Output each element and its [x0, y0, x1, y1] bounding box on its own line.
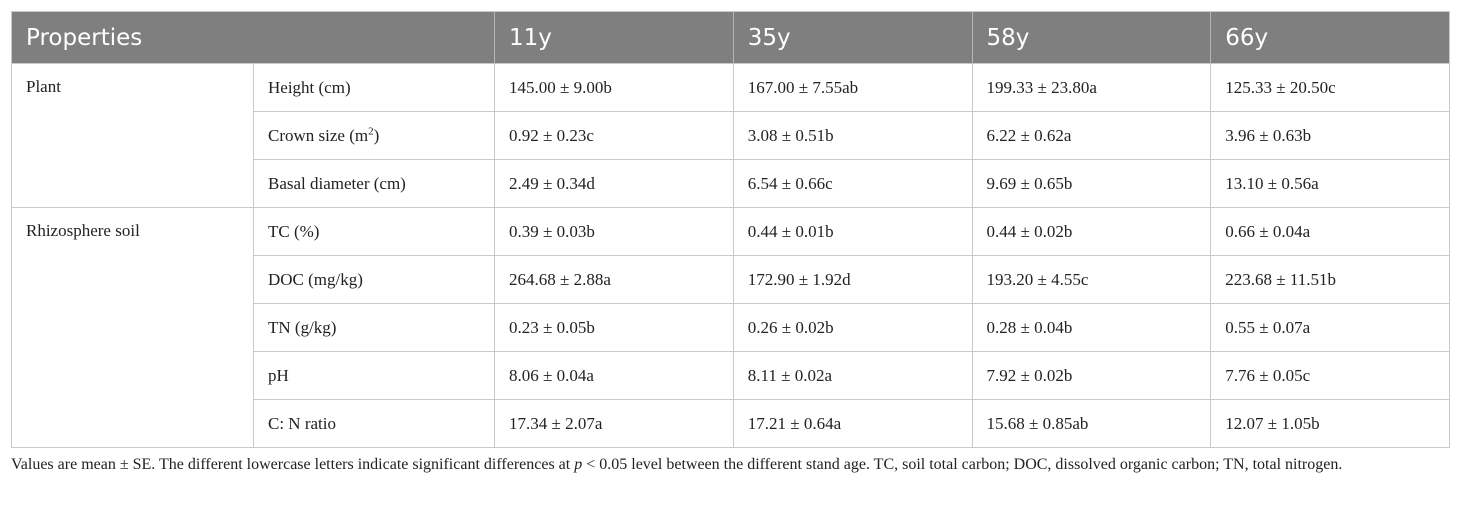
value-cell: 145.00 ± 9.00b [494, 63, 734, 112]
property-text: Crown size (m [268, 125, 369, 145]
value-cell: 12.07 ± 1.05b [1210, 399, 1450, 448]
group-label-rhizosphere-soil: Rhizosphere soil [11, 207, 254, 448]
value-cell: 6.54 ± 0.66c [732, 159, 973, 208]
value-cell: 167.00 ± 7.55ab [732, 63, 973, 112]
value-cell: 193.20 ± 4.55c [971, 255, 1212, 304]
table-row: TN (g/kg) 0.23 ± 0.05b 0.26 ± 0.02b 0.28… [12, 303, 1450, 352]
value-cell: 3.08 ± 0.51b [732, 111, 973, 160]
value-cell: 0.39 ± 0.03b [494, 207, 734, 256]
footnote-text-continued: < 0.05 level between the different stand… [582, 456, 1343, 473]
value-cell: 13.10 ± 0.56a [1210, 159, 1450, 208]
table-row: Plant Height (cm) 145.00 ± 9.00b 167.00 … [11, 63, 1450, 208]
superscript: 2 [368, 124, 374, 137]
property-cell: DOC (mg/kg) [253, 255, 495, 304]
value-cell: 199.33 ± 23.80a [971, 63, 1212, 112]
value-cell: 0.44 ± 0.01b [732, 207, 973, 256]
header-35y: 35y [733, 11, 973, 64]
property-text-suffix: ) [373, 125, 380, 145]
value-cell: 264.68 ± 2.88a [494, 255, 734, 304]
footnote-text: Values are mean ± SE. The different lowe… [11, 456, 575, 473]
property-cell: pH [253, 351, 495, 400]
value-cell: 17.21 ± 0.64a [732, 399, 973, 448]
property-cell: TN (g/kg) [253, 303, 495, 352]
header-58y: 58y [972, 11, 1212, 64]
property-cell: C: N ratio [253, 399, 495, 448]
header-properties: Properties [11, 11, 495, 64]
value-cell: 3.96 ± 0.63b [1210, 111, 1450, 160]
value-cell: 223.68 ± 11.51b [1210, 255, 1450, 304]
value-cell: 17.34 ± 2.07a [494, 399, 734, 448]
value-cell: 0.26 ± 0.02b [732, 303, 973, 352]
value-cell: 0.55 ± 0.07a [1210, 303, 1450, 352]
value-cell: 8.11 ± 0.02a [732, 351, 973, 400]
header-row: Properties 11y 35y 58y 66y [11, 11, 1450, 64]
table-footnote: Values are mean ± SE. The different lowe… [11, 454, 1451, 476]
table-row: Basal diameter (cm) 2.49 ± 0.34d 6.54 ± … [12, 159, 1450, 208]
value-cell: 172.90 ± 1.92d [732, 255, 973, 304]
table-row: C: N ratio 17.34 ± 2.07a 17.21 ± 0.64a 1… [12, 399, 1450, 448]
value-cell: 0.92 ± 0.23c [494, 111, 734, 160]
value-cell: 6.22 ± 0.62a [971, 111, 1212, 160]
value-cell: 7.92 ± 0.02b [971, 351, 1212, 400]
value-cell: 0.28 ± 0.04b [971, 303, 1212, 352]
footnote-italic-p: p [574, 456, 583, 473]
value-cell: 15.68 ± 0.85ab [971, 399, 1212, 448]
table-header: Properties 11y 35y 58y 66y [11, 11, 1450, 64]
value-cell: 2.49 ± 0.34d [494, 159, 734, 208]
table-row: Crown size (m2) 0.92 ± 0.23c 3.08 ± 0.51… [12, 111, 1450, 160]
value-cell: 0.44 ± 0.02b [971, 207, 1212, 256]
table-body: Plant Height (cm) 145.00 ± 9.00b 167.00 … [11, 63, 1450, 448]
value-cell: 7.76 ± 0.05c [1210, 351, 1450, 400]
properties-table: Properties 11y 35y 58y 66y Plant Height … [11, 11, 1450, 448]
property-cell: TC (%) [253, 207, 495, 256]
table-row: pH 8.06 ± 0.04a 8.11 ± 0.02a 7.92 ± 0.02… [12, 351, 1450, 400]
value-cell: 0.23 ± 0.05b [494, 303, 734, 352]
header-11y: 11y [494, 11, 734, 64]
property-cell: Height (cm) [253, 63, 495, 112]
value-cell: 8.06 ± 0.04a [494, 351, 734, 400]
value-cell: 0.66 ± 0.04a [1210, 207, 1450, 256]
value-cell: 125.33 ± 20.50c [1210, 63, 1450, 112]
table-container: Properties 11y 35y 58y 66y Plant Height … [11, 11, 1450, 448]
group-label-plant: Plant [11, 63, 254, 208]
header-66y: 66y [1210, 11, 1450, 64]
property-cell: Crown size (m2) [253, 111, 495, 160]
table-row: DOC (mg/kg) 264.68 ± 2.88a 172.90 ± 1.92… [12, 255, 1450, 304]
value-cell: 9.69 ± 0.65b [971, 159, 1212, 208]
property-cell: Basal diameter (cm) [253, 159, 495, 208]
table-row: Rhizosphere soil TC (%) 0.39 ± 0.03b 0.4… [11, 207, 1450, 448]
